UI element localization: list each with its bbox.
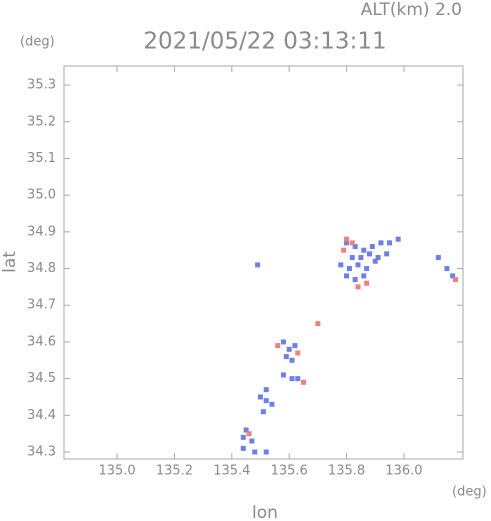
y-tick-label: 35.3 bbox=[27, 78, 56, 93]
data-point bbox=[372, 258, 378, 264]
data-point bbox=[240, 434, 246, 440]
y-tick-label: 34.4 bbox=[27, 408, 56, 423]
data-point bbox=[243, 427, 249, 433]
y-tick-label: 34.9 bbox=[27, 224, 56, 239]
data-point bbox=[369, 244, 375, 250]
data-point bbox=[295, 376, 301, 382]
data-point bbox=[375, 255, 381, 261]
data-point bbox=[344, 273, 350, 279]
data-point bbox=[344, 240, 350, 246]
x-tick-label: 135.8 bbox=[328, 464, 365, 479]
y-tick-label: 34.5 bbox=[27, 371, 56, 386]
data-point bbox=[364, 266, 370, 272]
data-point bbox=[378, 240, 384, 246]
x-tick-label: 135.4 bbox=[213, 464, 250, 479]
data-point bbox=[352, 244, 358, 250]
y-axis-label: lat bbox=[0, 251, 20, 273]
data-point bbox=[295, 350, 301, 356]
x-tick-label: 135.2 bbox=[156, 464, 193, 479]
data-point bbox=[252, 449, 258, 455]
data-point bbox=[355, 284, 361, 290]
data-point bbox=[361, 247, 367, 253]
data-point bbox=[263, 387, 269, 393]
data-point bbox=[395, 236, 401, 242]
data-point bbox=[289, 376, 295, 382]
data-point bbox=[280, 339, 286, 345]
chart-title: 2021/05/22 03:13:11 bbox=[143, 29, 386, 55]
data-point bbox=[249, 438, 255, 444]
data-point bbox=[355, 262, 361, 268]
x-axis-label: lon bbox=[252, 503, 278, 521]
altitude-label: ALT(km) 2.0 bbox=[361, 0, 462, 20]
data-point bbox=[289, 357, 295, 363]
data-point bbox=[349, 240, 355, 246]
data-point bbox=[257, 394, 263, 400]
data-point bbox=[240, 445, 246, 451]
data-point bbox=[358, 255, 364, 261]
data-point bbox=[366, 251, 372, 257]
y-unit: (deg) bbox=[20, 35, 55, 50]
data-point bbox=[286, 346, 292, 352]
data-point bbox=[260, 409, 266, 415]
x-tick-label: 136.0 bbox=[385, 464, 422, 479]
data-point bbox=[387, 240, 393, 246]
x-tick-label: 135.0 bbox=[98, 464, 135, 479]
data-point bbox=[301, 379, 307, 385]
x-unit: (deg) bbox=[452, 485, 487, 500]
data-point bbox=[315, 321, 321, 327]
data-point bbox=[269, 401, 275, 407]
data-point bbox=[275, 343, 281, 349]
data-point bbox=[292, 343, 298, 349]
y-tick-label: 34.8 bbox=[27, 261, 56, 276]
data-point bbox=[453, 277, 459, 283]
y-tick-label: 34.7 bbox=[27, 298, 56, 313]
y-tick-label: 35.1 bbox=[27, 151, 56, 166]
y-tick-label: 35.2 bbox=[27, 114, 56, 129]
data-point bbox=[283, 354, 289, 360]
data-point bbox=[352, 277, 358, 283]
data-point bbox=[344, 236, 350, 242]
data-point bbox=[341, 247, 347, 253]
data-point bbox=[361, 273, 367, 279]
y-tick-label: 34.6 bbox=[27, 334, 56, 349]
data-point bbox=[338, 262, 344, 268]
y-tick-label: 35.0 bbox=[27, 188, 56, 203]
data-point bbox=[364, 280, 370, 286]
data-point bbox=[384, 251, 390, 257]
data-point bbox=[349, 255, 355, 261]
data-point bbox=[444, 266, 450, 272]
data-point bbox=[435, 255, 441, 261]
x-tick-label: 135.6 bbox=[271, 464, 308, 479]
data-point bbox=[263, 398, 269, 404]
y-tick-label: 34.3 bbox=[27, 445, 56, 460]
data-point bbox=[263, 449, 269, 455]
data-point bbox=[450, 273, 456, 279]
data-point bbox=[346, 266, 352, 272]
data-point bbox=[246, 431, 252, 437]
data-point bbox=[255, 262, 261, 268]
plot-frame bbox=[63, 65, 464, 460]
data-point bbox=[280, 372, 286, 378]
